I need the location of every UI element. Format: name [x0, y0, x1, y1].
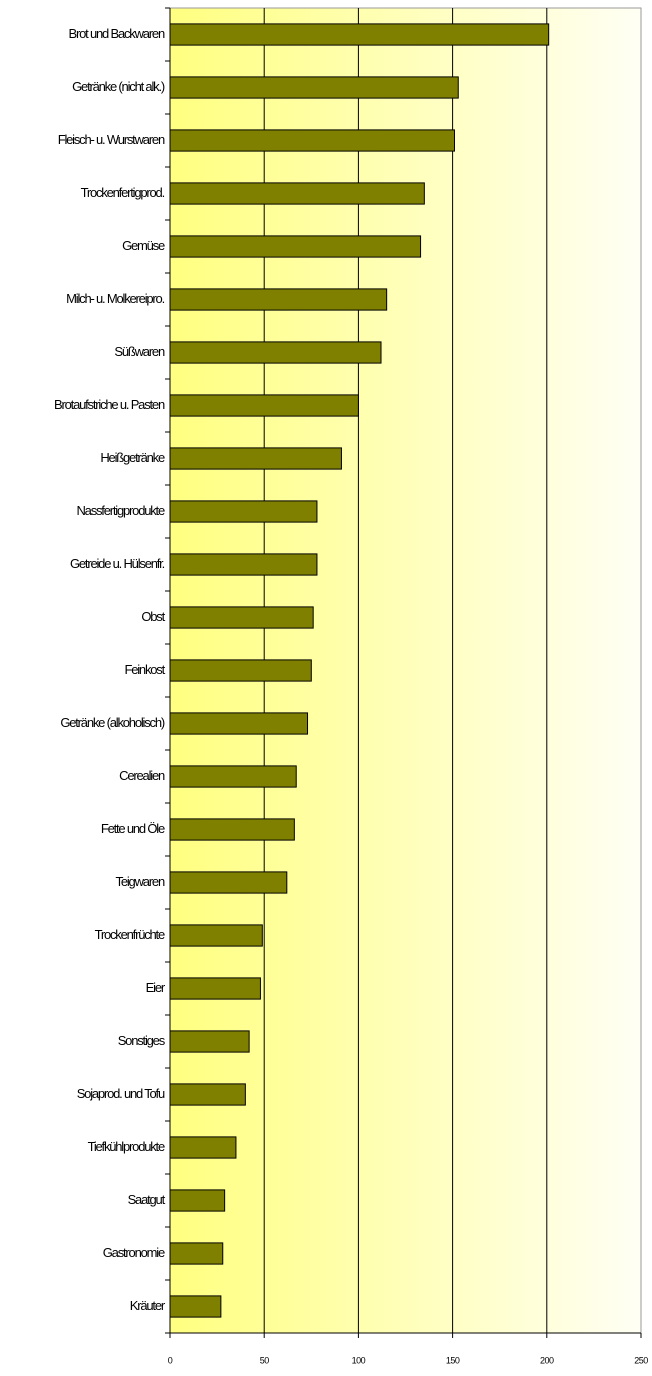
x-tick-label: 0 [168, 1355, 173, 1365]
y-tick-label: Kräuter [130, 1298, 166, 1313]
y-tick-label: Gastronomie [103, 1245, 165, 1260]
bar [169, 288, 388, 311]
bar [169, 606, 314, 629]
bar [169, 924, 263, 947]
bar [169, 341, 382, 364]
bar [169, 1083, 246, 1106]
bar [169, 500, 318, 523]
bar [169, 235, 422, 258]
y-tick-label: Getränke (nicht alk.) [72, 79, 165, 94]
bar [169, 1030, 250, 1053]
y-tick-label: Eier [146, 980, 166, 995]
x-tick-label: 50 [260, 1355, 270, 1365]
bar [169, 553, 318, 576]
bar [169, 76, 459, 99]
bar [169, 23, 550, 46]
bar [169, 1136, 237, 1159]
y-tick-label: Fleisch- u. Wurstwaren [58, 132, 165, 147]
y-tick-label: Feinkost [124, 662, 165, 677]
bar [169, 1295, 222, 1318]
x-tick-label: 200 [540, 1355, 554, 1365]
y-tick-label: Saatgut [128, 1192, 166, 1207]
bar [169, 871, 288, 894]
y-tick-label: Trockenfertigprod. [81, 185, 165, 200]
bar [169, 447, 342, 470]
bar [169, 818, 295, 841]
bar [169, 765, 297, 788]
y-tick-label: Nassfertigprodukte [76, 503, 164, 518]
y-tick-label: Trockenfrüchte [95, 927, 165, 942]
y-tick-label: Cerealien [119, 768, 165, 783]
y-tick-label: Süßwaren [114, 344, 165, 359]
bar [169, 659, 312, 682]
bar [169, 712, 309, 735]
bar [169, 394, 359, 417]
x-tick-label: 100 [352, 1355, 366, 1365]
y-tick-label: Sojaprod. und Tofu [77, 1086, 165, 1101]
y-tick-label: Sonstiges [118, 1033, 166, 1048]
y-tick-label: Getreide u. Hülsenfr. [70, 556, 165, 571]
bar [169, 129, 455, 152]
y-tick-label: Getränke (alkoholisch) [60, 715, 165, 730]
x-tick-label: 150 [446, 1355, 460, 1365]
x-tick-label: 250 [634, 1355, 648, 1365]
y-tick-label: Heißgetränke [100, 450, 165, 465]
y-tick-label: Fette und Öle [101, 821, 165, 836]
y-tick-label: Obst [141, 609, 165, 624]
y-tick-label: Milch- u. Molkereipro. [66, 291, 164, 306]
bar [169, 182, 425, 205]
bar [169, 1242, 224, 1265]
y-tick-label: Teigwaren [116, 874, 165, 889]
bar [169, 1189, 226, 1212]
y-tick-label: Gemüse [122, 238, 165, 253]
y-tick-label: Brot und Backwaren [69, 26, 165, 41]
y-tick-label: Brotaufstriche u. Pasten [54, 397, 165, 412]
y-tick-label: Tiefkühlprodukte [88, 1139, 165, 1154]
bar [169, 977, 261, 1000]
